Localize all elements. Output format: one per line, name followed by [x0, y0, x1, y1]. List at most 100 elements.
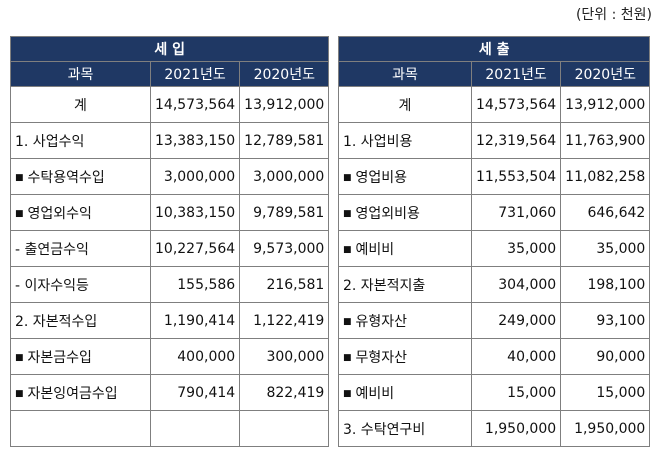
row-name: 2. 자본적수입 [10, 302, 151, 339]
row-name: 영업외수익 [27, 205, 92, 222]
row-name: 예비비 [355, 385, 395, 402]
row-name: 예비비 [355, 241, 395, 258]
col-header-2021: 2021년도 [470, 61, 562, 87]
value-2020 [239, 410, 330, 447]
value-2021: 1,950,000 [470, 410, 562, 447]
square-bullet-icon: ■ [343, 208, 352, 219]
value-2021: 10,383,150 [149, 194, 241, 231]
value-2021: 304,000 [470, 266, 562, 303]
value-2020: 9,789,581 [239, 194, 330, 231]
table-row: ■ 영업비용 11,553,504 11,082,258 [338, 158, 651, 195]
value-2021: 155,586 [149, 266, 241, 303]
square-bullet-icon: ■ [343, 244, 352, 255]
square-bullet-icon: ■ [343, 388, 352, 399]
value-2021: 35,000 [470, 230, 562, 267]
table-row: 2. 자본적수입 1,190,414 1,122,419 [10, 302, 330, 339]
row-name: 계 [10, 86, 151, 123]
income-title: 세 입 [9, 36, 330, 62]
row-name: 3. 수탁연구비 [338, 410, 472, 447]
col-header-2021: 2021년도 [149, 61, 241, 87]
square-bullet-icon: ■ [15, 208, 24, 219]
expense-table: 세 출 과목 2021년도 2020년도 계 14,573,564 13,912… [337, 36, 651, 447]
row-name: 영업비용 [355, 169, 408, 186]
value-2021: 10,227,564 [149, 230, 241, 267]
value-2021: 249,000 [470, 302, 562, 339]
col-header-2020: 2020년도 [560, 61, 651, 87]
row-name: 무형자산 [355, 349, 408, 366]
value-2021: 790,414 [149, 374, 241, 411]
square-bullet-icon: ■ [15, 388, 24, 399]
value-2020: 198,100 [560, 266, 651, 303]
table-row-empty [10, 410, 330, 447]
row-name: 자본잉여금수입 [27, 385, 118, 402]
table-row: - 출연금수익 10,227,564 9,573,000 [10, 230, 330, 267]
value-2021: 14,573,564 [470, 86, 562, 123]
value-2020: 11,763,900 [560, 122, 651, 159]
value-2020: 90,000 [560, 338, 651, 375]
row-name: 2. 자본적지출 [338, 266, 472, 303]
value-2020: 11,082,258 [560, 158, 651, 195]
row-name-cell: ■ 자본금수입 [10, 338, 151, 375]
table-row: - 이자수익등 155,586 216,581 [10, 266, 330, 303]
value-2021: 14,573,564 [149, 86, 241, 123]
value-2020: 1,950,000 [560, 410, 651, 447]
row-name: - 출연금수익 [10, 230, 151, 267]
row-name-cell: ■ 영업비용 [338, 158, 472, 195]
row-name: 유형자산 [355, 313, 408, 330]
square-bullet-icon: ■ [343, 352, 352, 363]
table-row: ■ 수탁용역수입 3,000,000 3,000,000 [10, 158, 330, 195]
square-bullet-icon: ■ [343, 316, 352, 327]
row-name: 계 [338, 86, 472, 123]
row-name: 1. 사업비용 [338, 122, 472, 159]
value-2020: 822,419 [239, 374, 330, 411]
row-name: 수탁용역수입 [27, 169, 105, 186]
table-row: 2. 자본적지출 304,000 198,100 [338, 266, 651, 303]
table-row: ■ 자본잉여금수입 790,414 822,419 [10, 374, 330, 411]
table-row: ■ 영업외비용 731,060 646,642 [338, 194, 651, 231]
table-row: ■ 무형자산 40,000 90,000 [338, 338, 651, 375]
value-2021: 3,000,000 [149, 158, 241, 195]
row-name-cell: ■ 예비비 [338, 230, 472, 267]
square-bullet-icon: ■ [15, 172, 24, 183]
value-2020: 216,581 [239, 266, 330, 303]
square-bullet-icon: ■ [15, 352, 24, 363]
row-name-cell: ■ 영업외수익 [10, 194, 151, 231]
value-2021: 40,000 [470, 338, 562, 375]
row-name-cell: ■ 예비비 [338, 374, 472, 411]
row-name: 1. 사업수익 [10, 122, 151, 159]
value-2021: 400,000 [149, 338, 241, 375]
row-name: - 이자수익등 [10, 266, 151, 303]
row-name-cell: ■ 무형자산 [338, 338, 472, 375]
value-2020: 646,642 [560, 194, 651, 231]
value-2021 [149, 410, 241, 447]
value-2021: 15,000 [470, 374, 562, 411]
col-header-subject: 과목 [338, 61, 472, 87]
row-name-cell: ■ 영업외비용 [338, 194, 472, 231]
value-2020: 1,122,419 [239, 302, 330, 339]
col-header-2020: 2020년도 [239, 61, 330, 87]
col-header-subject: 과목 [10, 61, 151, 87]
value-2020: 93,100 [560, 302, 651, 339]
value-2020: 9,573,000 [239, 230, 330, 267]
table-row: 3. 수탁연구비 1,950,000 1,950,000 [338, 410, 651, 447]
value-2020: 13,912,000 [239, 86, 330, 123]
income-table: 세 입 과목 2021년도 2020년도 계 14,573,564 13,912… [9, 36, 330, 447]
expense-title: 세 출 [337, 36, 651, 62]
value-2020: 35,000 [560, 230, 651, 267]
table-row: ■ 영업외수익 10,383,150 9,789,581 [10, 194, 330, 231]
value-2020: 3,000,000 [239, 158, 330, 195]
table-row: ■ 자본금수입 400,000 300,000 [10, 338, 330, 375]
row-name: 자본금수입 [27, 349, 92, 366]
value-2020: 300,000 [239, 338, 330, 375]
table-row: ■ 예비비 35,000 35,000 [338, 230, 651, 267]
square-bullet-icon: ■ [343, 172, 352, 183]
value-2020: 13,912,000 [560, 86, 651, 123]
row-name-cell: ■ 자본잉여금수입 [10, 374, 151, 411]
table-row: ■ 유형자산 249,000 93,100 [338, 302, 651, 339]
table-row: 계 14,573,564 13,912,000 [338, 86, 651, 123]
value-2021: 13,383,150 [149, 122, 241, 159]
table-row: 1. 사업수익 13,383,150 12,789,581 [10, 122, 330, 159]
table-row: 계 14,573,564 13,912,000 [10, 86, 330, 123]
row-name-cell: ■ 수탁용역수입 [10, 158, 151, 195]
value-2020: 12,789,581 [239, 122, 330, 159]
